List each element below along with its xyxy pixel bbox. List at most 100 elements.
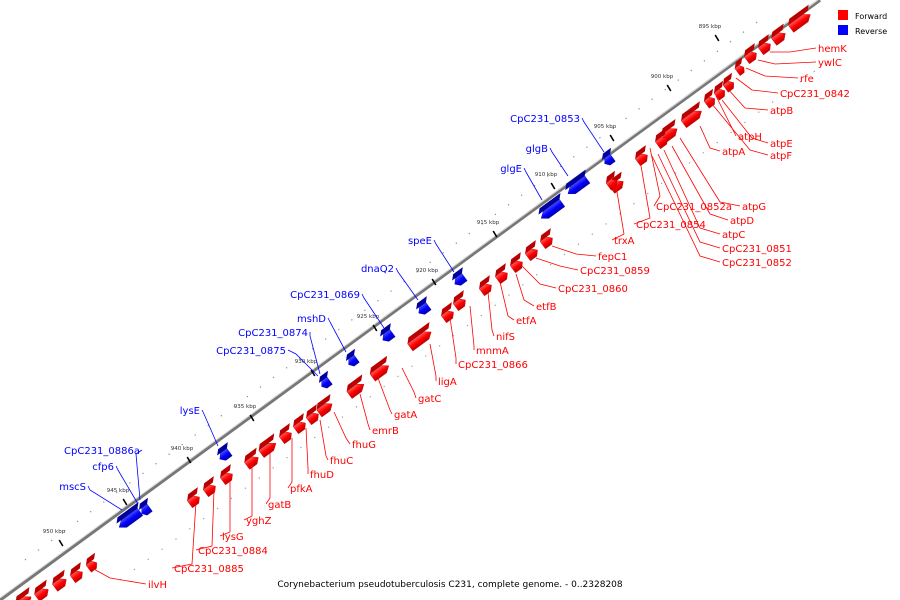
tick-label: 895 kbp bbox=[699, 24, 722, 30]
gene-label-atpc: atpC bbox=[722, 230, 745, 241]
tick-label: 900 kbp bbox=[651, 74, 674, 80]
gene-block-depth bbox=[479, 275, 490, 289]
tick-label: 950 kbp bbox=[43, 529, 66, 535]
gene-forward-14 bbox=[605, 170, 617, 191]
gene-reverse-11 bbox=[116, 502, 144, 528]
leader-lyse bbox=[201, 409, 219, 447]
gene-block-face bbox=[278, 431, 292, 445]
gene-block-depth bbox=[258, 433, 275, 451]
gene-block-depth bbox=[345, 348, 356, 361]
gene-label-cpc231-0854: CpC231_0854 bbox=[636, 220, 706, 231]
gene-reverse-10 bbox=[138, 497, 153, 516]
leader-glgb bbox=[549, 147, 569, 177]
gene-forward-8 bbox=[703, 88, 715, 109]
leader-mnma bbox=[469, 305, 475, 350]
leader-atpa bbox=[699, 125, 721, 152]
gene-forward-37 bbox=[34, 579, 49, 600]
gene-block-face bbox=[348, 354, 360, 367]
gene-block-depth bbox=[495, 263, 506, 277]
leader-cpc231-0866 bbox=[449, 317, 457, 364]
tick-mark bbox=[58, 539, 64, 547]
gene-reverse-7 bbox=[345, 348, 360, 367]
gene-block-depth bbox=[293, 413, 304, 427]
gene-block-face bbox=[494, 271, 508, 285]
leader-cpc231-0869 bbox=[361, 293, 385, 329]
leader-cpc231-0851 bbox=[657, 153, 721, 249]
gene-block-depth bbox=[565, 169, 586, 191]
tick-label: 930 kbp bbox=[295, 359, 318, 365]
gene-block-face bbox=[292, 421, 306, 435]
gene-label-atpe: atpE bbox=[770, 139, 793, 150]
gene-label-etfb: etfB bbox=[536, 302, 557, 313]
gene-block-depth bbox=[734, 57, 743, 69]
gene-label-etfa: etfA bbox=[516, 316, 537, 327]
gene-block-depth bbox=[346, 374, 363, 392]
gene-block-depth bbox=[601, 147, 612, 160]
gene-block-depth bbox=[244, 447, 257, 463]
gene-forward-6 bbox=[722, 72, 734, 93]
gene-forward-11 bbox=[654, 128, 668, 150]
leader-gata bbox=[377, 377, 393, 415]
tick-940-kbp: 940 kbp bbox=[171, 446, 194, 464]
gene-label-cpc231-0853: CpC231_0853 bbox=[510, 114, 580, 125]
gene-block-face bbox=[382, 329, 396, 342]
gene-block-face bbox=[567, 175, 591, 195]
leader-gatc bbox=[401, 367, 417, 399]
gene-block-depth bbox=[279, 423, 290, 437]
tick-895-kbp: 895 kbp bbox=[699, 24, 722, 42]
leader-gatb bbox=[265, 452, 271, 505]
tick-930-kbp: 930 kbp bbox=[295, 359, 318, 377]
gene-label-fepc1: fepC1 bbox=[598, 252, 627, 263]
leader-atpf bbox=[711, 103, 769, 156]
tick-935-kbp: 935 kbp bbox=[234, 404, 257, 422]
gene-label-rfe: rfe bbox=[800, 74, 814, 85]
tick-label: 915 kbp bbox=[477, 220, 500, 226]
gene-block-depth bbox=[138, 497, 149, 510]
gene-block-face bbox=[654, 136, 668, 150]
gene-forward-35 bbox=[69, 562, 83, 584]
gene-block-depth bbox=[744, 43, 755, 57]
gene-block-face bbox=[346, 384, 365, 399]
gene-label-spee: speE bbox=[408, 236, 432, 247]
tick-mark bbox=[372, 324, 378, 332]
tick-mark bbox=[431, 278, 437, 286]
gene-block-face bbox=[52, 578, 67, 592]
gene-forward-15 bbox=[539, 228, 553, 250]
gene-label-cpc231-0874: CpC231_0874 bbox=[238, 328, 308, 339]
gene-block-depth bbox=[538, 193, 561, 215]
gene-block-face bbox=[219, 472, 233, 486]
tick-mark bbox=[666, 84, 672, 92]
tick-mark bbox=[249, 414, 255, 422]
gene-forward-3 bbox=[757, 34, 771, 56]
leader-mshd bbox=[327, 317, 347, 353]
gene-label-mscs: mscS bbox=[59, 482, 86, 493]
gene-label-cpc231-0866: CpC231_0866 bbox=[458, 360, 528, 371]
tick-945-kbp: 945 kbp bbox=[107, 488, 130, 506]
gene-block-depth bbox=[605, 170, 616, 183]
tick-label: 935 kbp bbox=[234, 404, 257, 410]
gene-block-depth bbox=[452, 267, 463, 281]
gene-label-cpc231-0860: CpC231_0860 bbox=[558, 284, 628, 295]
tick-950-kbp: 950 kbp bbox=[43, 529, 66, 547]
gene-reverse-6 bbox=[380, 323, 396, 342]
leader-atpd bbox=[671, 145, 729, 221]
leader-cpc231-0853 bbox=[581, 117, 605, 153]
gene-block-depth bbox=[655, 128, 666, 142]
gene-block-face bbox=[316, 403, 333, 418]
lower-track bbox=[119, 59, 831, 581]
gene-label-cpc231-0859: CpC231_0859 bbox=[580, 266, 650, 277]
gene-reverse-4 bbox=[452, 267, 468, 286]
tick-label: 905 kbp bbox=[594, 124, 617, 130]
gene-reverse-5 bbox=[416, 296, 432, 315]
leader-cpc231-0852 bbox=[651, 155, 721, 263]
gene-forward-29 bbox=[258, 433, 277, 458]
gene-block-face bbox=[418, 302, 432, 315]
leader-cfp6 bbox=[115, 465, 139, 505]
gene-label-ywlc: ywlC bbox=[818, 58, 842, 69]
gene-block-face bbox=[141, 503, 153, 516]
leader-atpb bbox=[726, 87, 769, 111]
gene-label-cpc231-0852: CpC231_0852 bbox=[722, 258, 792, 269]
gene-label-yghz: yghZ bbox=[246, 516, 272, 527]
gene-block-face bbox=[69, 570, 83, 584]
